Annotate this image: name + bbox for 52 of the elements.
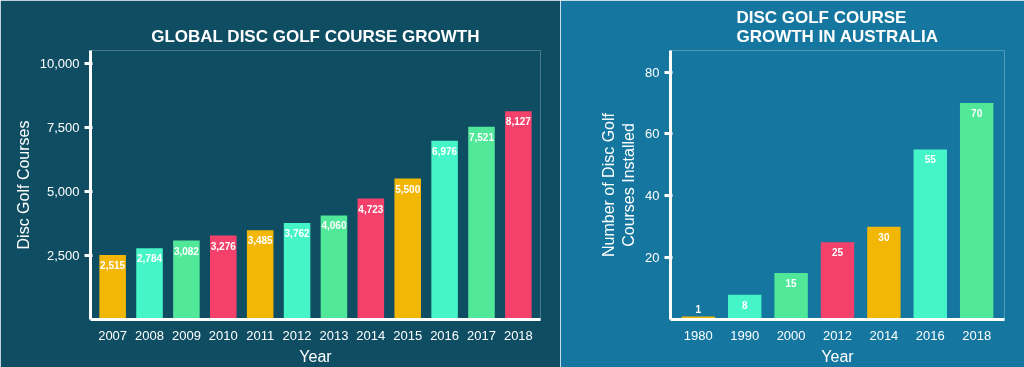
y-tick-label: 40: [645, 188, 660, 204]
data-label: 3,082: [173, 245, 200, 257]
data-label: 8: [741, 299, 748, 311]
data-label: 15: [785, 278, 798, 290]
data-label: 2,515: [100, 260, 126, 272]
x-tick-label: 2013: [319, 327, 349, 343]
x-tick-label: 2007: [98, 327, 128, 343]
x-tick-label: 2012: [282, 327, 312, 343]
x-tick-label: 2010: [208, 327, 238, 343]
x-tick-label: 1980: [683, 327, 713, 343]
data-label: 25: [831, 247, 844, 259]
x-tick-label: 2016: [915, 327, 945, 343]
x-tick-label: 2018: [503, 327, 533, 343]
data-label: 3,276: [210, 240, 237, 252]
data-label: 55: [924, 154, 937, 166]
data-label: 4,723: [358, 203, 384, 215]
y-tick-label: 7,500: [46, 119, 80, 135]
y-tick-label: 60: [645, 126, 660, 142]
y-axis-title: Disc Golf Courses: [14, 120, 32, 250]
data-label: 5,500: [395, 183, 421, 195]
y-tick-label: 5,000: [46, 183, 80, 199]
y-tick-label: 20: [645, 250, 660, 266]
x-tick-label: 1990: [730, 327, 760, 343]
y-tick-label: 10,000: [39, 55, 80, 71]
y-tick-label: 2,500: [46, 247, 80, 263]
chart-title: DISC GOLF COURSE GROWTH IN AUSTRALIA: [736, 7, 938, 46]
data-label: 6,976: [432, 145, 458, 157]
x-tick-label: 2015: [393, 327, 423, 343]
x-axis-title: Year: [299, 347, 333, 365]
x-tick-label: 2016: [430, 327, 460, 343]
x-tick-label: 2014: [869, 327, 899, 343]
x-tick-label: 2000: [776, 327, 806, 343]
data-label: 2,784: [137, 253, 163, 265]
x-tick-label: 2008: [135, 327, 164, 343]
data-label: 3,485: [247, 235, 274, 247]
data-label: 1: [695, 304, 702, 316]
y-tick-label: 80: [645, 64, 660, 80]
x-tick-label: 2018: [962, 327, 992, 343]
data-label: 7,521: [468, 131, 495, 143]
chart-title: GLOBAL DISC GOLF COURSE GROWTH: [151, 26, 480, 46]
x-tick-label: 2014: [356, 327, 386, 343]
data-label: 3,762: [284, 228, 311, 240]
x-tick-label: 2017: [467, 327, 496, 343]
data-label: 4,060: [321, 220, 347, 232]
x-tick-label: 2012: [823, 327, 852, 343]
x-tick-label: 2011: [246, 327, 275, 343]
data-label: 8,127: [505, 116, 532, 128]
data-label: 70: [971, 108, 983, 120]
x-axis-title: Year: [821, 347, 855, 365]
data-label: 30: [878, 231, 890, 243]
y-axis-title: Number of Disc Golf Courses Installed: [599, 112, 638, 258]
x-tick-label: 2009: [171, 327, 201, 343]
